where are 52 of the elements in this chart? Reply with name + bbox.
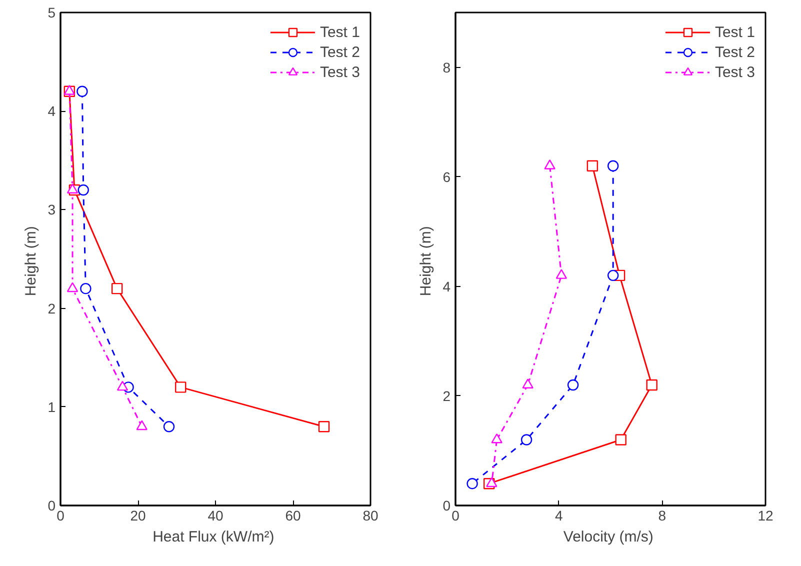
point <box>486 477 498 488</box>
point <box>66 282 78 292</box>
x-axis-title: Velocity (m/s) <box>563 528 654 546</box>
y-tick-label: 8 <box>442 59 451 76</box>
point <box>76 86 88 97</box>
point <box>646 379 658 391</box>
legend-label: Test 2 <box>714 44 755 60</box>
point <box>116 380 128 391</box>
legend-label: Test 2 <box>320 44 360 60</box>
point <box>544 160 556 170</box>
y-tick-label: 6 <box>442 168 451 185</box>
legend-label: Test 1 <box>320 24 360 40</box>
legend-label: Test 1 <box>714 24 755 40</box>
y-tick-label: 3 <box>48 202 56 218</box>
y-axis-title: Height (m) <box>418 226 435 296</box>
x-tick-label: 80 <box>362 508 378 524</box>
y-tick-label: 1 <box>48 398 56 415</box>
y-tick-label: 2 <box>48 300 56 316</box>
point <box>556 269 568 279</box>
point <box>491 433 502 444</box>
x-axis-title: Heat Flux (kW/m²) <box>152 528 274 546</box>
y-tick-label: 5 <box>48 4 56 20</box>
point <box>111 282 123 294</box>
point <box>66 184 78 194</box>
x-tick-label: 12 <box>758 508 774 524</box>
y-axis-title: Height (m) <box>22 226 40 296</box>
point <box>607 270 619 282</box>
y-tick-label: 4 <box>48 103 56 120</box>
point <box>136 420 148 430</box>
point <box>615 434 626 446</box>
point <box>78 184 89 196</box>
point <box>163 421 175 432</box>
point <box>466 478 478 490</box>
point <box>607 160 619 172</box>
x-tick-label: 20 <box>130 508 146 524</box>
y-tick-label: 0 <box>48 498 56 514</box>
x-tick-label: 40 <box>208 508 224 524</box>
point <box>586 160 598 172</box>
point <box>175 382 186 393</box>
y-tick-label: 2 <box>442 388 451 404</box>
point <box>80 282 92 294</box>
point <box>520 434 532 446</box>
legend-label: Test 3 <box>320 64 360 80</box>
x-tick-label: 8 <box>658 508 666 524</box>
y-tick-label: 0 <box>442 498 451 514</box>
x-tick-label: 60 <box>285 508 301 524</box>
legend-label: Test 3 <box>714 64 755 80</box>
point <box>318 421 330 432</box>
x-tick-label: 4 <box>554 508 563 524</box>
point <box>522 378 534 388</box>
point <box>567 379 579 391</box>
y-tick-label: 4 <box>442 278 451 294</box>
